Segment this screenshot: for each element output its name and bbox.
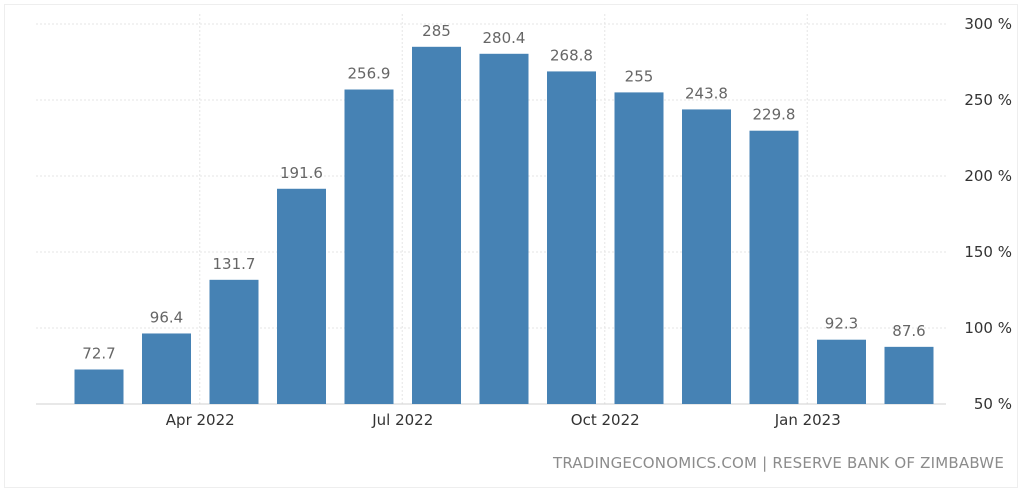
- data-label: 256.9: [348, 65, 391, 83]
- x-tick-label: Jan 2023: [774, 411, 841, 429]
- chart-frame: [4, 4, 1018, 488]
- bar: [412, 46, 461, 405]
- y-tick-label: 200 %: [964, 167, 1012, 185]
- bar: [547, 71, 596, 404]
- bar: [884, 346, 934, 404]
- data-label: 87.6: [892, 322, 925, 340]
- data-label: 268.8: [550, 46, 593, 64]
- bar: [614, 92, 664, 405]
- data-label: 255: [625, 67, 654, 85]
- bar: [344, 89, 394, 405]
- data-label: 96.4: [150, 308, 183, 326]
- data-label: 92.3: [825, 315, 858, 333]
- bar: [817, 339, 866, 404]
- data-label: 243.8: [685, 84, 728, 102]
- source-credit: TRADINGECONOMICS.COM | RESERVE BANK OF Z…: [552, 454, 1004, 472]
- x-tick-label: Oct 2022: [571, 411, 640, 429]
- data-label: 280.4: [483, 29, 526, 47]
- data-label: 131.7: [213, 255, 256, 273]
- y-tick-label: 300 %: [964, 15, 1012, 33]
- bar: [749, 130, 799, 405]
- bar: [74, 369, 124, 404]
- y-tick-label: 50 %: [974, 395, 1012, 413]
- bar: [142, 333, 191, 404]
- bar: [277, 188, 326, 404]
- data-label: 191.6: [280, 164, 323, 182]
- y-tick-label: 100 %: [964, 319, 1012, 337]
- data-label: 72.7: [82, 344, 115, 362]
- x-tick-label: Apr 2022: [166, 411, 235, 429]
- data-label: 285: [422, 22, 451, 40]
- y-tick-label: 250 %: [964, 91, 1012, 109]
- bar: [209, 279, 259, 404]
- data-label: 229.8: [753, 106, 796, 124]
- bar: [682, 109, 731, 404]
- x-tick-label: Jul 2022: [371, 411, 433, 429]
- bar: [479, 53, 529, 405]
- y-tick-label: 150 %: [964, 243, 1012, 261]
